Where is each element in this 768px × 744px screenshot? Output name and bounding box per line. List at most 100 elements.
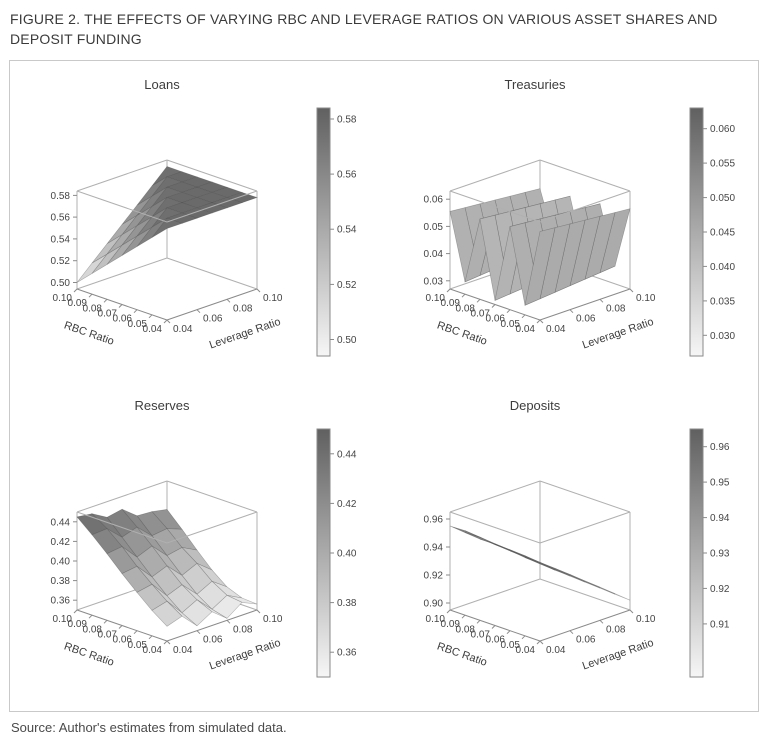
svg-text:0.40: 0.40 (337, 548, 357, 559)
svg-text:0.055: 0.055 (710, 158, 735, 169)
chart-cell-loans: Loans 0.50 0.52 0.54 0.56 0.58 0.04 0.05 0.06 0.… (12, 77, 385, 386)
source-note: Source: Author's estimates from simulate… (11, 719, 287, 735)
svg-text:0.58: 0.58 (337, 114, 357, 125)
svg-text:RBC Ratio: RBC Ratio (62, 640, 115, 668)
svg-text:0.05: 0.05 (501, 639, 521, 650)
svg-text:0.93: 0.93 (710, 548, 730, 559)
svg-text:0.10: 0.10 (636, 293, 656, 304)
svg-text:0.92: 0.92 (424, 570, 444, 581)
svg-text:0.94: 0.94 (710, 513, 730, 524)
svg-text:0.09: 0.09 (68, 298, 88, 309)
svg-text:0.04: 0.04 (424, 249, 444, 260)
svg-text:0.06: 0.06 (486, 313, 506, 324)
svg-text:0.56: 0.56 (51, 212, 71, 223)
svg-text:0.10: 0.10 (53, 293, 73, 304)
svg-text:0.58: 0.58 (51, 190, 71, 201)
colorbar-loans: 0.50 0.52 0.54 0.56 0.58 (316, 107, 357, 357)
svg-text:0.52: 0.52 (337, 279, 357, 290)
svg-text:0.91: 0.91 (710, 619, 730, 630)
svg-text:0.10: 0.10 (53, 614, 73, 625)
svg-text:0.07: 0.07 (98, 629, 118, 640)
svg-text:0.04: 0.04 (143, 324, 163, 335)
svg-text:0.08: 0.08 (233, 624, 253, 635)
svg-text:0.08: 0.08 (83, 624, 103, 635)
svg-text:0.09: 0.09 (68, 619, 88, 630)
svg-text:0.06: 0.06 (576, 313, 596, 324)
surface-plot-treasuries: 0.030.040.050.060.040.050.060.070.080.09… (424, 159, 656, 351)
svg-text:0.10: 0.10 (426, 614, 446, 625)
colorbar-deposits: 0.91 0.92 0.93 0.94 0.95 0.96 (689, 428, 730, 678)
figure-title: FIGURE 2. THE EFFECTS OF VARYING RBC AND… (10, 9, 759, 50)
svg-text:0.50: 0.50 (337, 335, 357, 346)
svg-text:0.38: 0.38 (51, 576, 71, 587)
svg-text:0.06: 0.06 (576, 634, 596, 645)
chart-body-reserves: 0.36 0.38 0.40 0.42 0.44 0.04 0.05 0.06 0.07 0.08… (12, 415, 376, 707)
svg-text:0.05: 0.05 (501, 318, 521, 329)
charts-grid: Loans 0.50 0.52 0.54 0.56 0.58 0.04 0.05 0.06 0.… (12, 77, 758, 707)
chart-title-loans: Loans (144, 76, 180, 92)
figure-title-line1: FIGURE 2. THE EFFECTS OF VARYING RBC AND… (10, 11, 718, 27)
chart-body-deposits: 0.90 0.92 0.94 0.96 0.04 0.05 0.06 0.07 0.08 0.09… (385, 415, 749, 707)
colorbar-reserves: 0.36 0.38 0.40 0.42 0.44 (316, 428, 357, 678)
surface-plot-loans: 0.500.520.540.560.580.040.050.060.070.08… (51, 159, 283, 351)
svg-text:0.09: 0.09 (441, 298, 461, 309)
figure-panel: Loans 0.50 0.52 0.54 0.56 0.58 0.04 0.05 0.06 0.… (9, 59, 759, 712)
chart-body-loans: 0.50 0.52 0.54 0.56 0.58 0.04 0.05 0.06 0.07 0.08… (12, 94, 376, 386)
svg-text:0.06: 0.06 (203, 313, 223, 324)
svg-text:0.96: 0.96 (710, 442, 730, 453)
svg-text:0.030: 0.030 (710, 330, 735, 341)
svg-text:0.10: 0.10 (263, 614, 283, 625)
chart-title-reserves: Reserves (134, 397, 190, 413)
svg-text:0.40: 0.40 (51, 556, 71, 567)
svg-text:0.36: 0.36 (337, 647, 357, 658)
svg-text:0.040: 0.040 (710, 261, 735, 272)
svg-text:0.50: 0.50 (51, 278, 71, 289)
chart-cell-deposits: Deposits 0.90 0.92 0.94 0.96 0.04 0.05 0.06 0.0… (385, 398, 758, 707)
svg-text:0.52: 0.52 (51, 256, 71, 267)
svg-text:0.07: 0.07 (98, 308, 118, 319)
chart-body-treasuries: 0.03 0.04 0.05 0.06 0.04 0.05 0.06 0.07 0.08 0.09… (385, 94, 749, 386)
svg-text:RBC Ratio: RBC Ratio (62, 319, 115, 347)
svg-text:0.54: 0.54 (51, 234, 71, 245)
svg-text:0.09: 0.09 (441, 619, 461, 630)
svg-text:0.10: 0.10 (263, 293, 283, 304)
surface-plot-deposits: 0.900.920.940.960.040.050.060.070.080.09… (424, 480, 656, 672)
svg-text:0.06: 0.06 (203, 634, 223, 645)
chart-cell-reserves: Reserves 0.36 0.38 0.40 0.42 0.44 0.04 0.05 0.0… (12, 398, 385, 707)
svg-text:0.035: 0.035 (710, 296, 735, 307)
svg-text:0.56: 0.56 (337, 169, 357, 180)
chart-title-treasuries: Treasuries (504, 76, 566, 92)
svg-text:0.04: 0.04 (516, 324, 536, 335)
svg-text:0.04: 0.04 (143, 645, 163, 656)
svg-text:0.04: 0.04 (516, 645, 536, 656)
figure-title-line2: DEPOSIT FUNDING (10, 31, 142, 48)
svg-text:0.04: 0.04 (546, 324, 566, 335)
svg-text:0.10: 0.10 (426, 293, 446, 304)
svg-text:0.04: 0.04 (546, 645, 566, 656)
svg-text:0.04: 0.04 (173, 324, 193, 335)
svg-text:0.44: 0.44 (337, 449, 357, 460)
svg-text:0.92: 0.92 (710, 583, 730, 594)
svg-text:0.08: 0.08 (456, 624, 476, 635)
svg-text:0.06: 0.06 (113, 634, 133, 645)
svg-text:RBC Ratio: RBC Ratio (435, 319, 488, 347)
svg-text:0.96: 0.96 (424, 514, 444, 525)
svg-text:0.06: 0.06 (424, 194, 444, 205)
svg-text:0.05: 0.05 (128, 318, 148, 329)
svg-text:0.050: 0.050 (710, 193, 735, 204)
svg-text:0.42: 0.42 (337, 498, 357, 509)
svg-text:0.95: 0.95 (710, 477, 730, 488)
svg-text:0.045: 0.045 (710, 227, 735, 238)
svg-text:0.44: 0.44 (51, 517, 71, 528)
chart-cell-treasuries: Treasuries 0.03 0.04 0.05 0.06 0.04 0.05 0.06 0… (385, 77, 758, 386)
chart-title-deposits: Deposits (509, 397, 561, 413)
svg-text:0.90: 0.90 (424, 598, 444, 609)
svg-text:RBC Ratio: RBC Ratio (435, 640, 488, 668)
svg-text:0.08: 0.08 (233, 303, 253, 314)
svg-text:0.08: 0.08 (83, 303, 103, 314)
svg-text:0.05: 0.05 (128, 639, 148, 650)
svg-text:0.38: 0.38 (337, 598, 357, 609)
svg-text:0.54: 0.54 (337, 224, 357, 235)
svg-text:0.03: 0.03 (424, 276, 444, 287)
